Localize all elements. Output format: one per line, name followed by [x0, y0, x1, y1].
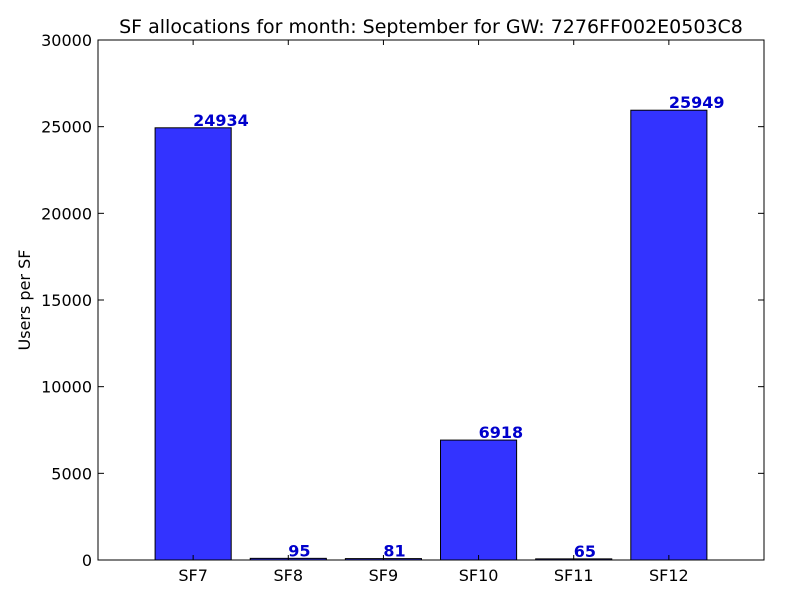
chart-title: SF allocations for month: September for …: [119, 16, 743, 38]
y-tick-label: 20000: [41, 204, 92, 223]
data-label-sf10: 6918: [479, 423, 524, 442]
x-tick-label: SF11: [554, 566, 594, 585]
data-label-sf8: 95: [288, 541, 310, 560]
data-labels-group: 24934 95 81 6918 65 25949: [193, 93, 724, 561]
bar-sf12: [630, 109, 708, 561]
y-axis-label: Users per SF: [15, 250, 34, 351]
x-tick-label: SF10: [459, 566, 499, 585]
x-tick-label: SF8: [274, 566, 304, 585]
data-label-sf9: 81: [383, 542, 405, 561]
data-label-sf12: 25949: [669, 93, 725, 112]
x-tick-label: SF12: [649, 566, 689, 585]
y-tick-label: 5000: [51, 464, 92, 483]
y-tick-label: 10000: [41, 378, 92, 397]
x-ticks-group: SF7 SF8 SF9 SF10 SF11 SF12: [178, 40, 689, 585]
bar-sf7: [154, 127, 232, 561]
bar-sf10: [440, 439, 518, 561]
y-ticks-group: 0 5000 10000 15000 20000 25000 30000: [41, 31, 764, 570]
x-tick-label: SF9: [369, 566, 399, 585]
data-label-sf7: 24934: [193, 111, 249, 130]
y-tick-label: 0: [82, 551, 92, 570]
x-tick-label: SF7: [178, 566, 208, 585]
y-tick-label: 30000: [41, 31, 92, 50]
y-tick-label: 25000: [41, 118, 92, 137]
bars-group: [154, 109, 708, 561]
plot-frame: [97, 39, 765, 561]
data-label-sf11: 65: [574, 542, 596, 561]
y-tick-label: 15000: [41, 291, 92, 310]
